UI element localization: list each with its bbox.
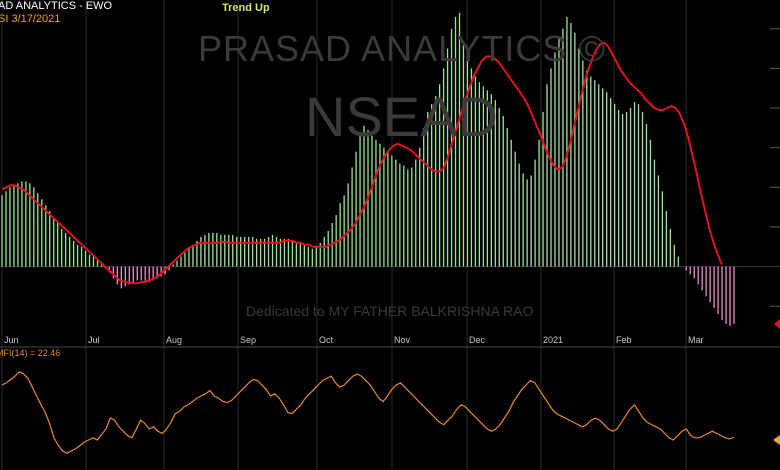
month-label: Aug [166, 335, 182, 345]
ewo-bars [1, 12, 735, 327]
price-marker [774, 319, 780, 329]
month-label: Jun [4, 335, 19, 345]
ewo-signal-line [1, 41, 723, 285]
month-label: Oct [319, 335, 334, 345]
watermark-dedication: Dedicated to MY FATHER BALKRISHNA RAO [246, 303, 534, 319]
symbol-date: SI 3/17/2021 [0, 13, 61, 25]
month-label: 2021 [543, 335, 563, 345]
watermark-brand: PRASAD ANALYTICS © [198, 28, 606, 69]
mfi-legend: MFI(14) = 22.46 [0, 348, 61, 358]
trend-label: Trend Up [222, 2, 270, 14]
mfi-marker [773, 435, 780, 445]
month-label: Jul [88, 335, 100, 345]
month-label: Dec [469, 335, 486, 345]
month-label: Mar [688, 335, 704, 345]
month-label: Feb [616, 335, 632, 345]
month-label: Sep [240, 335, 256, 345]
month-label: Nov [394, 335, 411, 345]
watermark-symbol: NSEAD [305, 85, 498, 148]
chart-title: AD ANALYTICS - EWO [0, 0, 113, 12]
mfi-line [1, 371, 735, 454]
month-axis: Jun Jul Aug Sep Oct Nov Dec 2021 Feb Mar [4, 335, 704, 345]
